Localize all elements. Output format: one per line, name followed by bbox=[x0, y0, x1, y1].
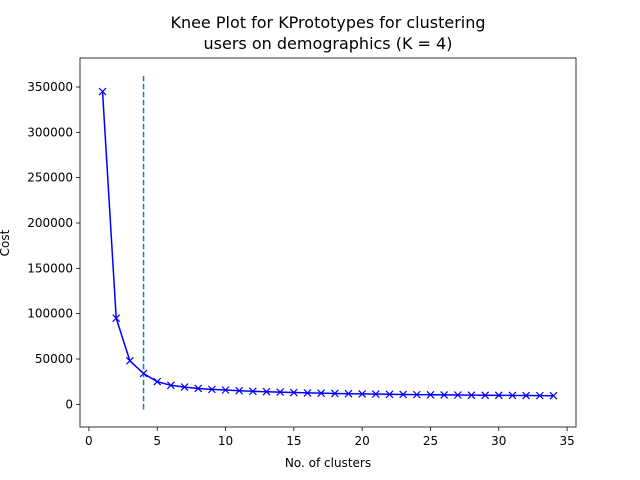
x-tick-label: 0 bbox=[85, 434, 93, 448]
plot-area: 0 5 10 15 20 25 30 35 0 50000 100000 150000 200000 25… bbox=[27, 57, 577, 448]
data-point-marker bbox=[467, 391, 476, 400]
data-point-marker bbox=[262, 387, 271, 396]
data-point-marker bbox=[112, 314, 121, 323]
x-tick-label: 35 bbox=[559, 434, 574, 448]
data-point-marker bbox=[207, 385, 216, 394]
x-tick-label: 10 bbox=[218, 434, 233, 448]
data-point-marker bbox=[549, 391, 558, 400]
data-point-marker bbox=[426, 390, 435, 399]
data-point-marker bbox=[289, 388, 298, 397]
data-point-marker bbox=[235, 386, 244, 395]
y-tick-label: 300000 bbox=[27, 125, 73, 139]
data-point-marker bbox=[344, 389, 353, 398]
x-tick-label: 30 bbox=[491, 434, 506, 448]
data-point-marker bbox=[481, 391, 490, 400]
data-point-marker bbox=[153, 377, 162, 386]
data-point-marker bbox=[317, 389, 326, 398]
cost-series-line bbox=[101, 91, 554, 397]
x-tick-label: 25 bbox=[423, 434, 438, 448]
data-point-marker bbox=[330, 389, 339, 398]
data-point-marker bbox=[535, 391, 544, 400]
y-tick-label: 150000 bbox=[27, 261, 73, 275]
x-tick-label: 15 bbox=[286, 434, 301, 448]
data-point-marker bbox=[180, 383, 189, 392]
data-point-marker bbox=[221, 386, 230, 394]
data-point-marker bbox=[440, 390, 449, 399]
y-tick-label: 250000 bbox=[27, 171, 73, 185]
data-point-marker bbox=[125, 356, 134, 365]
data-point-marker bbox=[385, 390, 394, 399]
data-point-marker bbox=[508, 391, 517, 400]
data-point-marker bbox=[412, 390, 421, 399]
data-point-marker bbox=[276, 388, 285, 397]
data-point-marker bbox=[248, 387, 257, 396]
data-point-marker bbox=[494, 391, 503, 400]
data-point-marker bbox=[358, 389, 367, 398]
x-tick-label: 20 bbox=[355, 434, 370, 448]
data-point-marker bbox=[98, 87, 107, 96]
data-point-marker bbox=[303, 388, 312, 397]
y-tick-label: 350000 bbox=[27, 80, 73, 94]
y-tick-label: 0 bbox=[65, 397, 73, 411]
data-point-marker bbox=[194, 384, 203, 393]
chart-title-line-2: users on demographics (K = 4) bbox=[204, 34, 453, 53]
y-tick-label: 200000 bbox=[27, 216, 73, 230]
data-point-marker bbox=[139, 369, 148, 378]
data-point-marker bbox=[453, 391, 462, 399]
x-axis-label: No. of clusters bbox=[285, 456, 371, 470]
x-tick-label: 5 bbox=[153, 434, 161, 448]
chart-title-line-1: Knee Plot for KPrototypes for clustering bbox=[170, 13, 485, 32]
y-axis-label: Cost bbox=[0, 229, 12, 256]
axes-frame bbox=[79, 57, 577, 428]
data-point-marker bbox=[371, 390, 380, 399]
data-point-marker bbox=[522, 391, 531, 400]
data-point-marker bbox=[166, 381, 175, 390]
y-tick-label: 50000 bbox=[35, 352, 73, 366]
y-tick-label: 100000 bbox=[27, 307, 73, 321]
data-point-marker bbox=[399, 390, 408, 399]
